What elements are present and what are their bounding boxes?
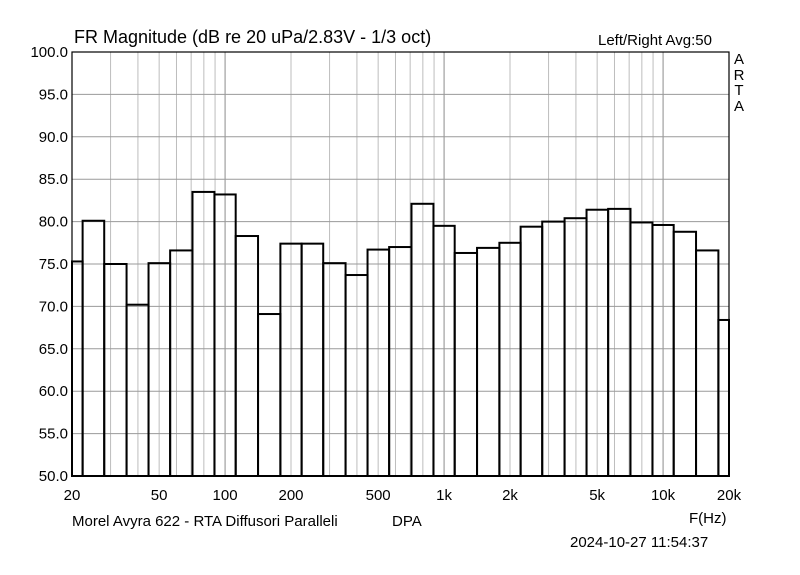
x-tick-label: 100 xyxy=(213,487,238,504)
y-tick-label: 65.0 xyxy=(39,341,68,358)
chart-title: FR Magnitude (dB re 20 uPa/2.83V - 1/3 o… xyxy=(74,27,432,47)
x-tick-label: 2k xyxy=(502,487,518,504)
side-letter: R xyxy=(733,66,745,84)
y-tick-label: 100.0 xyxy=(30,44,68,61)
x-tick-label: 1k xyxy=(436,487,452,504)
y-tick-label: 95.0 xyxy=(39,86,68,103)
y-tick-label: 85.0 xyxy=(39,171,68,188)
y-tick-label: 60.0 xyxy=(39,383,68,400)
x-tick-label: 20k xyxy=(717,487,742,504)
y-tick-label: 90.0 xyxy=(39,129,68,146)
x-axis-label: F(Hz) xyxy=(689,510,727,527)
y-tick-label: 75.0 xyxy=(39,256,68,273)
y-tick-label: 80.0 xyxy=(39,214,68,231)
side-letter: T xyxy=(734,82,744,99)
x-tick-label: 200 xyxy=(278,487,303,504)
side-letter: A xyxy=(733,97,744,115)
y-tick-label: 55.0 xyxy=(39,426,68,443)
y-tick-label: 50.0 xyxy=(39,468,68,485)
plot-frame xyxy=(71,51,730,477)
legend-text: Left/Right Avg:50 xyxy=(598,32,712,49)
x-tick-label: 500 xyxy=(366,487,391,504)
x-tick-label: 20 xyxy=(64,487,81,504)
arta-side-label: A R T A xyxy=(733,52,745,114)
side-letter: A xyxy=(733,51,744,68)
chart-caption: Morel Avyra 622 - RTA Diffusori Parallel… xyxy=(72,513,338,530)
x-tick-label: 50 xyxy=(151,487,168,504)
caption-mode: DPA xyxy=(392,513,422,530)
timestamp: 2024-10-27 11:54:37 xyxy=(570,534,709,551)
x-tick-label: 5k xyxy=(589,487,605,504)
y-tick-label: 70.0 xyxy=(39,298,68,315)
x-tick-label: 10k xyxy=(651,487,676,504)
